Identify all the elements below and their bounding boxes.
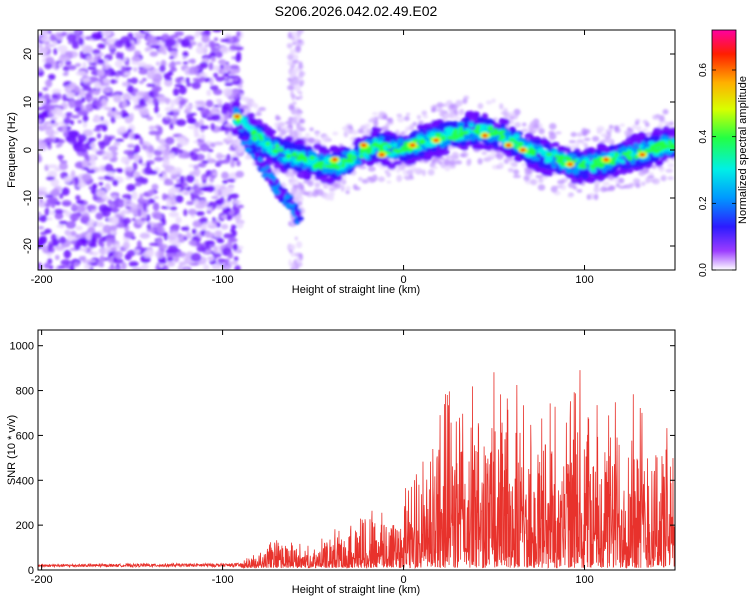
tick: 0 [22,147,675,153]
x-tick-label: -100 [212,574,234,586]
x-tick-label: 100 [575,574,593,586]
x-tick-label: 100 [575,274,593,286]
spectrogram-x-label: Height of straight line (km) [292,284,420,296]
tick: -20 [22,238,675,254]
tick: -10 [22,190,675,206]
colorbar-tick-label: 0.0 [698,263,709,277]
y-tick-label: -20 [22,238,34,254]
tick: 100 [575,330,594,586]
x-tick-label: -100 [212,274,234,286]
y-tick-label: 200 [16,520,34,532]
y-tick-label: 400 [16,475,34,487]
snr-x-ticks: -200 -100 0 100 [31,330,594,586]
colorbar-tick-label: 0.2 [698,196,709,210]
tick: -100 [212,330,234,586]
spectrogram-y-label: Frequency (Hz) [6,112,18,188]
spectrogram-y-ticks: -20 -10 0 10 20 [22,48,675,254]
snr-y-label: SNR (10 * v/v) [6,415,18,485]
snr-y-ticks: 0 200 400 600 800 1000 [10,341,675,577]
tick: -100 [212,30,234,286]
y-tick-label: 0 [22,147,34,153]
tick: 0 [400,30,407,286]
colorbar-label: Normalized spectral amplitude [737,76,749,224]
colorbar-gradient [711,29,737,271]
tick: 100 [575,30,594,286]
y-tick-label: 1000 [10,341,34,353]
colorbar-tick: 0.6 [698,63,736,77]
y-tick-label: -10 [22,190,34,206]
colorbar-tick: 0.0 [698,263,736,277]
y-tick-label: 800 [16,386,34,398]
tick: 800 [16,386,675,398]
snr-x-label: Height of straight line (km) [292,584,420,596]
chart-title: S206.2026.042.02.49.E02 [275,3,438,19]
tick: 600 [16,430,675,442]
spectrogram-heatmap [38,30,675,270]
colorbar-tick-label: 0.6 [698,63,709,77]
spectrogram-x-ticks: -200 -100 0 100 [31,30,594,286]
colorbar-ticks: 0.0 0.2 0.4 0.6 [698,63,736,277]
y-tick-label: 600 [16,430,34,442]
tick: 0 [28,565,675,577]
colorbar: 0.0 0.2 0.4 0.6 Normalized spectral amplitu… [698,29,749,277]
x-tick-label: 0 [400,574,406,586]
y-tick-label: 10 [22,96,34,108]
tick: -200 [31,30,53,286]
tick: 200 [16,520,675,532]
snr-frame [37,329,676,571]
snr-series-line [38,370,675,570]
tick: 10 [22,96,675,108]
y-tick-label: 20 [22,48,34,60]
snr-panel: -200 -100 0 100 0 200 400 600 800 1000 Height of… [6,329,676,596]
y-tick-label: 0 [28,565,34,577]
tick: 20 [22,48,675,60]
x-tick-label: -200 [31,574,53,586]
tick: 400 [16,475,675,487]
x-tick-label: 0 [400,274,406,286]
tick: 1000 [10,341,675,353]
colorbar-tick: 0.2 [698,196,736,210]
tick: -200 [31,330,53,586]
tick: 0 [400,330,407,586]
x-tick-label: -200 [31,274,53,286]
colorbar-tick: 0.4 [698,129,736,144]
colorbar-tick-label: 0.4 [698,129,709,143]
